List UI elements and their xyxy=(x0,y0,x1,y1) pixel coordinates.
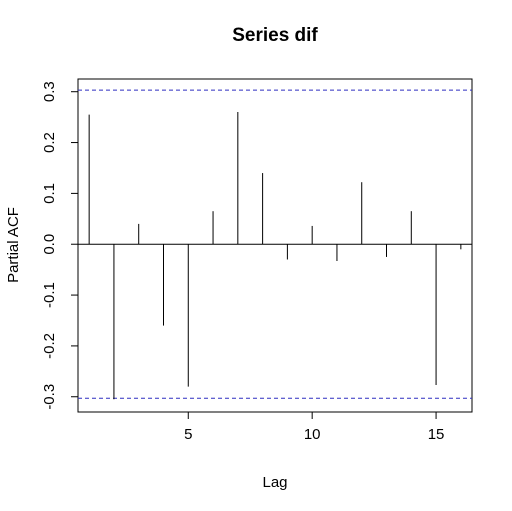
y-tick-label: 0.1 xyxy=(41,183,58,204)
y-tick-label: -0.2 xyxy=(41,333,58,359)
y-tick-label: 0.2 xyxy=(41,132,58,153)
x-tick-label: 10 xyxy=(304,426,321,443)
plot-frame xyxy=(77,78,473,413)
y-axis-label: Partial ACF xyxy=(5,207,22,283)
x-tick-label: 15 xyxy=(428,426,445,443)
y-tick-label: -0.3 xyxy=(41,384,58,410)
y-tick-label: 0.0 xyxy=(41,234,58,255)
x-tick-label: 5 xyxy=(184,426,192,443)
x-axis-label: Lag xyxy=(262,474,287,491)
y-tick-label: 0.3 xyxy=(41,81,58,102)
chart-title: Series dif xyxy=(232,25,318,46)
y-tick-label: -0.1 xyxy=(41,282,58,308)
